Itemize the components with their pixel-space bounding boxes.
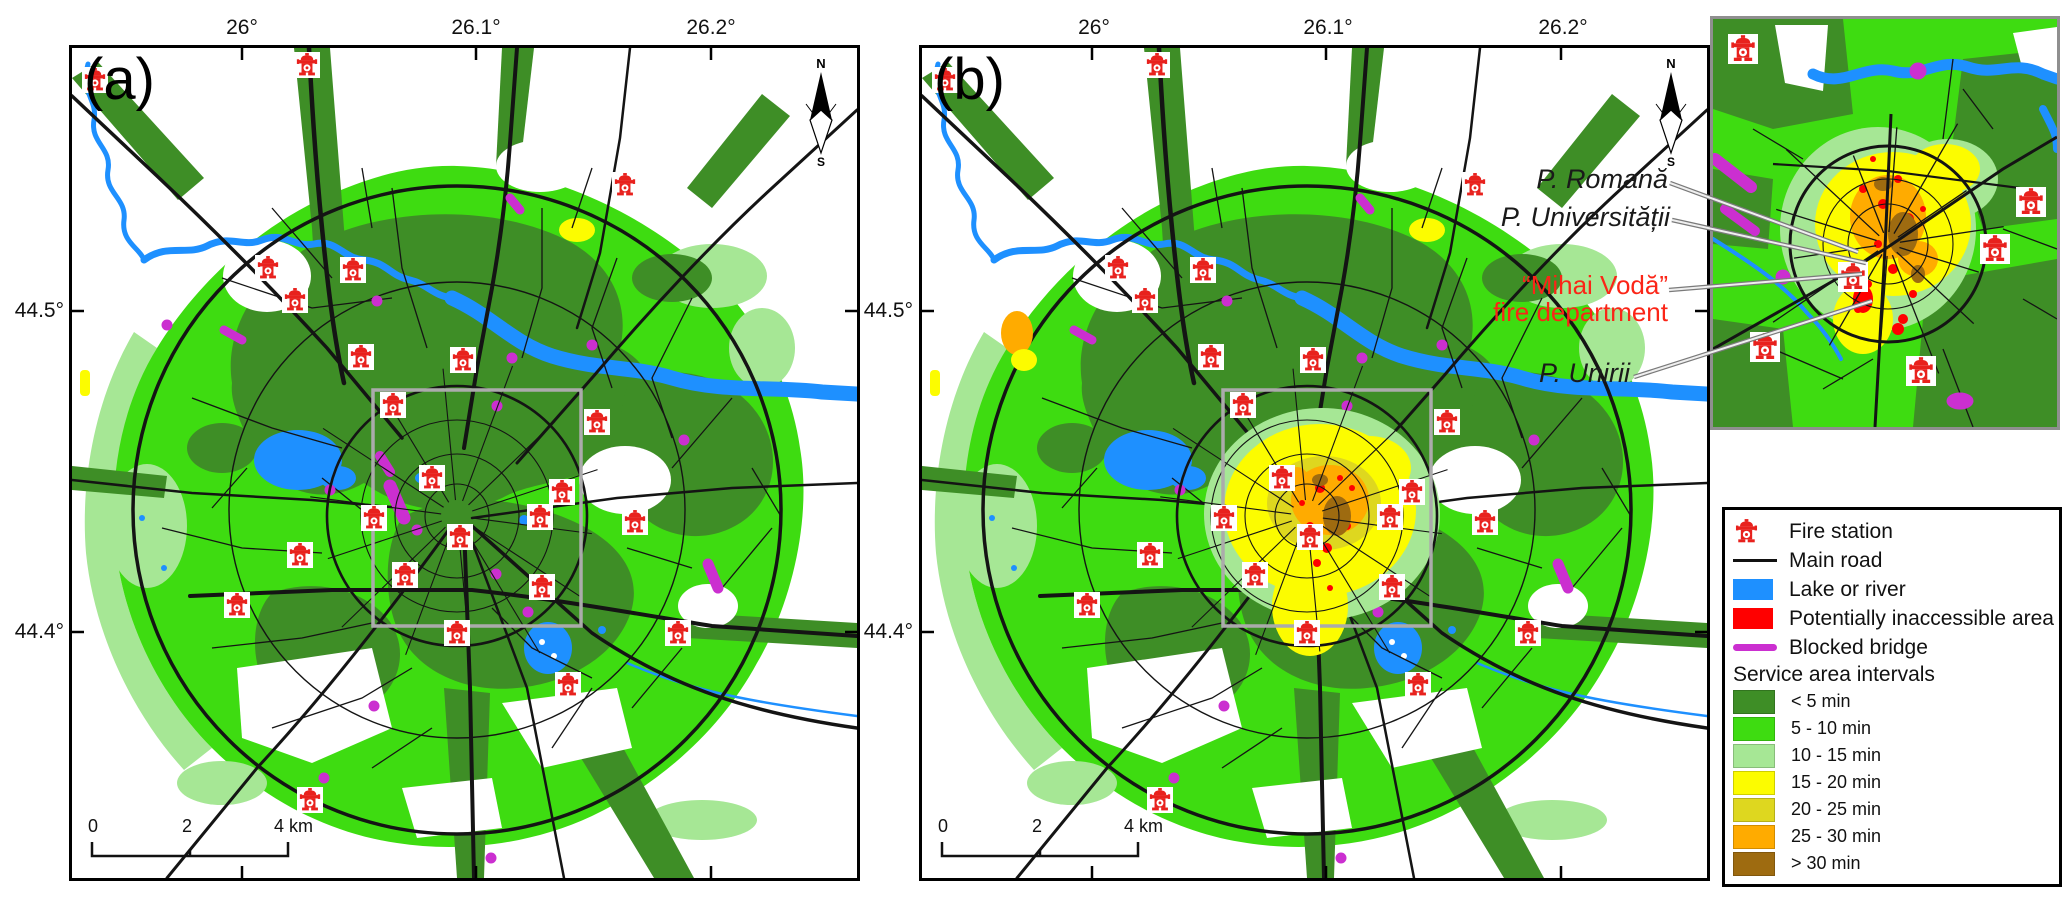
interval-label: 15 - 20 min [1791, 772, 1882, 792]
panel-a-xtick-262: 26.2° [686, 16, 736, 39]
legend-row-main-road: Main road [1733, 546, 2059, 575]
main-road-line-swatch [1733, 559, 1777, 562]
panel-a-xtick-261: 26.1° [451, 16, 501, 39]
legend-label: Fire station [1789, 519, 1893, 543]
interval-swatch [1733, 716, 1775, 741]
scale-0: 0 [88, 816, 99, 836]
annotation-mihai-voda-line2: fire department [1493, 297, 1668, 327]
legend-row-fire-station: Fire station [1733, 517, 2059, 546]
annotation-mihai-voda-fire-department: “Mihai Vodă” fire department [1448, 272, 1668, 326]
legend-interval-lt5: < 5 min [1733, 688, 2059, 715]
scale-2: 2 [1032, 816, 1043, 836]
interval-label: 25 - 30 min [1791, 826, 1882, 846]
map-legend: Fire station Main road Lake or river Pot… [1722, 507, 2062, 887]
scale-2: 2 [182, 816, 193, 836]
panel-a-label: (a) [84, 47, 155, 112]
north-arrow: N S [805, 56, 837, 168]
interval-swatch [1733, 743, 1775, 768]
panel-b-xtick-26: 26° [1078, 16, 1110, 39]
inaccessible-area-swatch [1733, 608, 1773, 629]
interval-label: < 5 min [1791, 691, 1851, 711]
legend-interval-15-20: 15 - 20 min [1733, 769, 2059, 796]
annotation-piata-unirii: P. Unirii [1538, 358, 1630, 388]
scale-4km: 4 km [274, 816, 314, 836]
scale-bar: 0 2 4 km [936, 816, 1166, 864]
panel-b-label: (b) [934, 47, 1005, 112]
svg-text:S: S [817, 155, 825, 168]
interval-swatch [1733, 689, 1775, 714]
annotation-piata-universitatii: P. Universității [1500, 202, 1670, 232]
interval-label: 20 - 25 min [1791, 799, 1882, 819]
panel-b-xtick-261: 26.1° [1303, 16, 1353, 39]
interval-swatch [1733, 797, 1775, 822]
scale-4km: 4 km [1124, 816, 1164, 836]
legend-interval-20-25: 20 - 25 min [1733, 796, 2059, 823]
legend-label: Blocked bridge [1789, 635, 1928, 659]
panel-b-ytick-445: 44.5° [863, 299, 913, 322]
interval-label: > 30 min [1791, 853, 1861, 873]
terrain-roads-layer [72, 48, 857, 878]
annotation-piata-romana: P. Romană [1536, 164, 1668, 194]
lake-swatch [1733, 579, 1773, 600]
panel-b-map: (b) N S 0 2 4 km [919, 45, 1710, 881]
legend-row-blocked-bridge: Blocked bridge [1733, 633, 2059, 662]
panel-a-ytick-445: 44.5° [14, 299, 64, 322]
svg-text:N: N [1666, 56, 1675, 71]
legend-interval-5-10: 5 - 10 min [1733, 715, 2059, 742]
legend-interval-25-30: 25 - 30 min [1733, 823, 2059, 850]
interval-label: 10 - 15 min [1791, 745, 1882, 765]
legend-row-inaccessible-area: Potentially inaccessible area [1733, 604, 2059, 633]
panel-a-ytick-444: 44.4° [14, 620, 64, 643]
panel-b-ytick-444: 44.4° [863, 620, 913, 643]
svg-text:S: S [1667, 155, 1675, 168]
service-area-map-a [72, 48, 857, 878]
inset-map-city-center [1709, 16, 2063, 430]
legend-interval-gt30: > 30 min [1733, 850, 2059, 877]
interval-label: 5 - 10 min [1791, 718, 1872, 738]
legend-row-lake-or-river: Lake or river [1733, 575, 2059, 604]
interval-swatch [1733, 824, 1775, 849]
legend-label: Main road [1789, 548, 1883, 572]
interval-swatch [1733, 851, 1775, 876]
legend-label: Lake or river [1789, 577, 1906, 601]
scale-0: 0 [938, 816, 949, 836]
scale-bar: 0 2 4 km [86, 816, 316, 864]
svg-text:N: N [816, 56, 825, 71]
panel-a-map: (a) N S 0 2 4 km [69, 45, 860, 881]
panel-a-xtick-26: 26° [226, 16, 258, 39]
legend-interval-10-15: 10 - 15 min [1733, 742, 2059, 769]
interval-swatch [1733, 770, 1775, 795]
legend-label: Potentially inaccessible area [1789, 606, 2054, 630]
legend-section-title: Service area intervals [1733, 663, 1935, 686]
panel-b-xtick-262: 26.2° [1538, 16, 1588, 39]
annotation-mihai-voda-line1: “Mihai Vodă” [1522, 270, 1668, 300]
north-arrow: N S [1655, 56, 1687, 168]
fire-station-icon [1733, 518, 1777, 545]
blocked-bridge-line-swatch [1733, 644, 1777, 651]
